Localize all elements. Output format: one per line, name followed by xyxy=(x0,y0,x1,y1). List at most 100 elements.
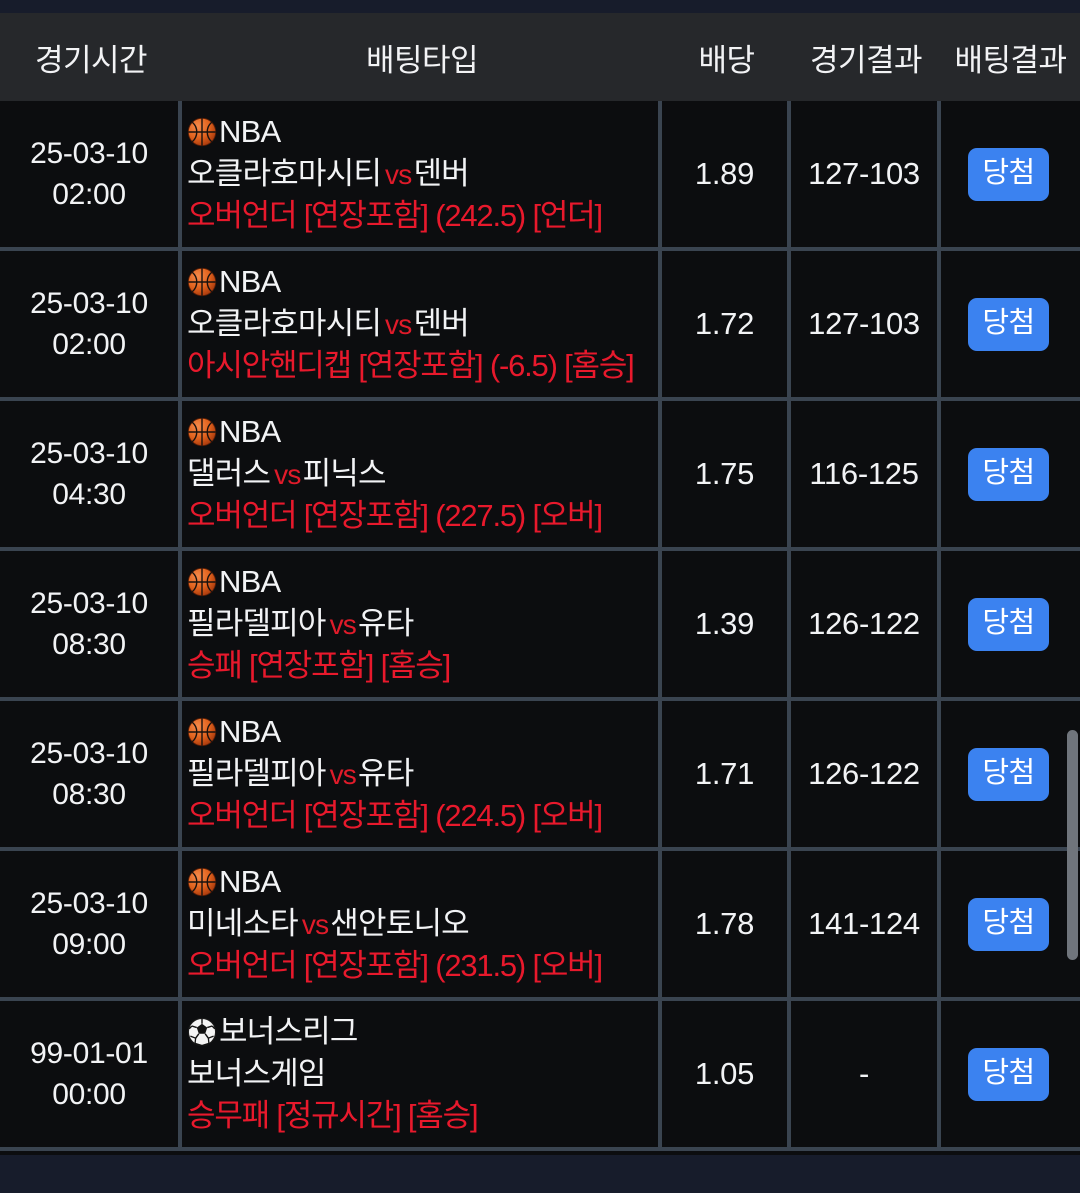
cell-odds: 1.75 xyxy=(662,401,791,547)
scrollbar-thumb[interactable] xyxy=(1067,730,1078,960)
bet-selection: 아시안핸디캡 [연장포함] (-6.5) [홈승] xyxy=(187,347,635,383)
home-team: 오클라호마시티 xyxy=(187,156,382,192)
cell-bet-type: NBA 댈러스 vs피닉스 오버언더 [연장포함] (227.5) [오버] xyxy=(182,401,662,547)
basketball-icon xyxy=(187,267,217,297)
away-team: 덴버 xyxy=(413,306,469,342)
table-row[interactable]: 25-03-10 08:30 NBA 필라델피아 vs유타 오버언더 [연장포함] (22… xyxy=(0,701,1080,851)
vs-separator: vs xyxy=(274,459,301,491)
basketball-icon xyxy=(187,867,217,897)
table-row[interactable]: 25-03-10 08:30 NBA 필라델피아 vs유타 승패 [연장포함] [홈승] 1… xyxy=(0,551,1080,701)
column-header-score: 경기결과 xyxy=(809,42,923,78)
away-team: 유타 xyxy=(358,756,414,792)
vs-separator: vs xyxy=(385,159,412,191)
vs-separator: vs xyxy=(329,609,357,641)
league-row: NBA xyxy=(187,112,281,152)
bet-selection: 오버언더 [연장포함] (231.5) [오버] xyxy=(187,947,603,983)
match-clock: 02:00 xyxy=(52,178,126,211)
table-row[interactable]: 25-03-10 02:00 NBA 오클라호마시티 vs덴버 오버언더 [연장포함] (… xyxy=(0,101,1080,251)
basketball-icon xyxy=(187,567,217,597)
cell-match-score: 141-124 xyxy=(791,851,941,997)
match-teams: 오클라호마시티 vs덴버 xyxy=(187,154,470,194)
away-team: 샌안토니오 xyxy=(330,906,469,942)
home-team: 오클라호마시티 xyxy=(187,306,382,342)
vs-separator: vs xyxy=(301,909,329,941)
match-date: 25-03-10 xyxy=(30,886,148,920)
match-clock: 08:30 xyxy=(52,628,126,661)
cell-match-score: 127-103 xyxy=(791,251,941,397)
cell-bet-type: NBA 필라델피아 vs유타 승패 [연장포함] [홈승] xyxy=(182,551,662,697)
league-row: NBA xyxy=(187,412,281,452)
bet-selection: 오버언더 [연장포함] (227.5) [오버] xyxy=(187,497,603,533)
table-row[interactable]: 25-03-10 02:00 NBA 오클라호마시티 vs덴버 아시안핸디캡 [연장포함]… xyxy=(0,251,1080,401)
cell-match-score: 116-125 xyxy=(791,401,941,547)
league-row: NBA xyxy=(187,862,281,902)
league-row: 보너스리그 xyxy=(187,1012,358,1052)
league-name: NBA xyxy=(219,414,281,450)
match-teams: 필라델피아 vs유타 xyxy=(187,604,414,644)
home-team: 미네소타 xyxy=(187,906,299,942)
odds-value: 1.78 xyxy=(694,906,755,941)
cell-match-score: 126-122 xyxy=(791,551,941,697)
league-name: NBA xyxy=(219,714,281,750)
table-header: 경기시간 배팅타입 배당 경기결과 배팅결과 xyxy=(0,13,1080,101)
cell-match-score: 127-103 xyxy=(791,101,941,247)
status-badge[interactable]: 당첨 xyxy=(968,147,1049,201)
cell-match-score: - xyxy=(791,1001,941,1147)
home-team: 댈러스 xyxy=(187,456,271,492)
match-clock: 04:30 xyxy=(52,478,126,511)
away-team: 유타 xyxy=(358,606,414,642)
table-row[interactable]: 99-01-01 00:00 보너스리그 보너스게임 승무패 [정규시간] [홈승] 1.… xyxy=(0,1001,1080,1151)
cell-odds: 1.72 xyxy=(662,251,791,397)
odds-value: 1.71 xyxy=(694,756,755,791)
bet-selection: 승패 [연장포함] [홈승] xyxy=(187,647,451,683)
soccer-icon xyxy=(187,1017,217,1047)
column-header-time: 경기시간 xyxy=(34,42,148,78)
odds-value: 1.89 xyxy=(694,156,755,191)
status-badge[interactable]: 당첨 xyxy=(968,897,1049,951)
cell-odds: 1.78 xyxy=(662,851,791,997)
vertical-scrollbar[interactable] xyxy=(1067,101,1080,1155)
league-row: NBA xyxy=(187,712,281,752)
cell-bet-result: 당첨 xyxy=(941,551,1076,697)
score-value: 127-103 xyxy=(808,306,920,341)
bet-history-table: 25-03-10 02:00 NBA 오클라호마시티 vs덴버 오버언더 [연장포함] (… xyxy=(0,101,1080,1155)
match-date: 25-03-10 xyxy=(30,436,148,470)
cell-match-time: 25-03-10 04:30 xyxy=(0,401,182,547)
table-row[interactable]: 25-03-10 04:30 NBA 댈러스 vs피닉스 오버언더 [연장포함] (227… xyxy=(0,401,1080,551)
column-header-result: 배팅결과 xyxy=(954,42,1067,78)
status-badge[interactable]: 당첨 xyxy=(968,1047,1049,1101)
score-value: - xyxy=(858,1056,870,1091)
home-team: 필라델피아 xyxy=(187,606,326,642)
bet-selection: 오버언더 [연장포함] (224.5) [오버] xyxy=(187,797,603,833)
cell-match-time: 25-03-10 02:00 xyxy=(0,101,182,247)
cell-bet-type: NBA 오클라호마시티 vs덴버 오버언더 [연장포함] (242.5) [언더] xyxy=(182,101,662,247)
status-badge[interactable]: 당첨 xyxy=(968,747,1049,801)
match-clock: 02:00 xyxy=(52,328,126,361)
league-name: NBA xyxy=(219,114,281,150)
league-row: NBA xyxy=(187,262,281,302)
match-teams: 댈러스 vs피닉스 xyxy=(187,454,387,494)
status-badge[interactable]: 당첨 xyxy=(968,447,1049,501)
cell-match-time: 99-01-01 00:00 xyxy=(0,1001,182,1147)
status-badge[interactable]: 당첨 xyxy=(968,597,1049,651)
odds-value: 1.72 xyxy=(694,306,755,341)
column-header-type: 배팅타입 xyxy=(365,42,479,78)
odds-value: 1.75 xyxy=(694,456,755,491)
score-value: 127-103 xyxy=(808,156,920,191)
score-value: 126-122 xyxy=(808,756,920,791)
cell-match-time: 25-03-10 08:30 xyxy=(0,551,182,697)
cell-bet-result: 당첨 xyxy=(941,401,1076,547)
match-clock: 09:00 xyxy=(52,928,126,961)
match-date: 25-03-10 xyxy=(30,586,148,620)
away-team: 피닉스 xyxy=(302,456,387,492)
score-value: 126-122 xyxy=(808,606,920,641)
bet-selection: 승무패 [정규시간] [홈승] xyxy=(187,1097,479,1133)
cell-bet-result: 당첨 xyxy=(941,1001,1076,1147)
cell-bet-type: 보너스리그 보너스게임 승무패 [정규시간] [홈승] xyxy=(182,1001,662,1147)
cell-bet-result: 당첨 xyxy=(941,101,1076,247)
match-date: 25-03-10 xyxy=(30,736,148,770)
cell-odds: 1.71 xyxy=(662,701,791,847)
status-badge[interactable]: 당첨 xyxy=(968,297,1049,351)
